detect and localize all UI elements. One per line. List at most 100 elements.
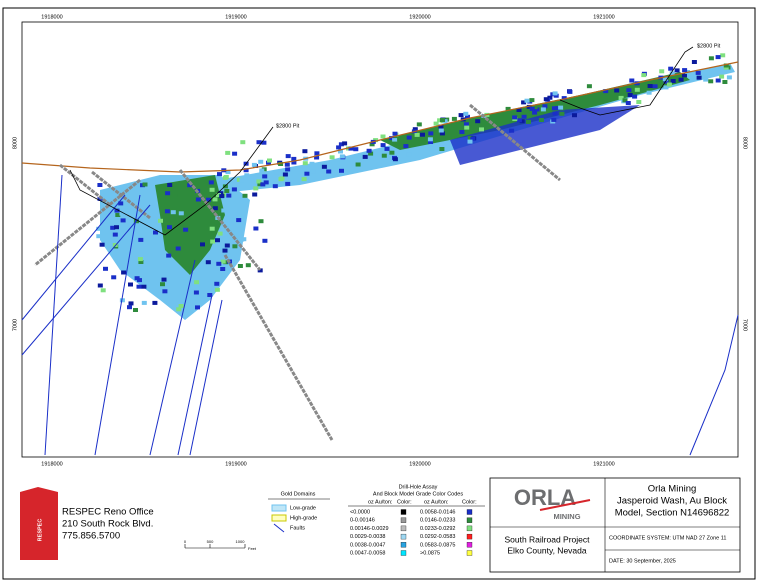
block: [240, 140, 246, 145]
block: [217, 172, 222, 177]
grade-swatch: [400, 517, 407, 523]
block: [406, 152, 412, 157]
block: [703, 77, 709, 82]
block: [222, 184, 228, 189]
block: [176, 307, 182, 312]
scale-unit: Feet: [248, 546, 257, 551]
grade-title: Drill-Hole Assay: [399, 484, 438, 490]
block: [428, 131, 434, 136]
block: [678, 77, 684, 82]
block: [219, 194, 225, 199]
block: [195, 305, 200, 310]
block: [310, 169, 316, 174]
block: [603, 89, 609, 94]
y-label: 7000: [12, 319, 18, 331]
block: [321, 164, 327, 169]
block: [232, 244, 238, 249]
orla-logo: MINING: [553, 512, 580, 521]
block: [470, 136, 476, 141]
block: [243, 168, 249, 173]
block: [128, 282, 133, 287]
block: [554, 106, 560, 111]
block: [532, 105, 538, 110]
block: [542, 104, 548, 109]
block: [262, 238, 268, 243]
block: [384, 146, 390, 151]
grade-range: 0.0038-0.0047: [350, 542, 385, 548]
respec-logo-text: RESPEC: [37, 519, 43, 542]
grade-range: 0.0583-0.0875: [420, 542, 455, 548]
block: [429, 146, 435, 151]
block: [439, 147, 445, 151]
block: [137, 278, 142, 283]
block: [334, 170, 340, 175]
office-line: 775.856.5700: [62, 531, 120, 542]
block: [258, 159, 264, 164]
block: [110, 225, 116, 230]
block: [251, 162, 257, 167]
block: [212, 197, 218, 202]
x-label: 1919000: [225, 14, 246, 20]
scale-label: 0: [184, 539, 187, 544]
block: [256, 179, 262, 184]
block: [253, 226, 259, 231]
block: [524, 98, 530, 103]
block: [200, 242, 205, 247]
block: [121, 270, 127, 275]
block: [622, 98, 628, 103]
block: [190, 285, 195, 290]
block: [558, 105, 564, 110]
grade-range: >0.0875: [420, 550, 440, 556]
block: [222, 248, 228, 253]
block: [629, 78, 635, 83]
block: [342, 141, 348, 146]
coordinates: COORDINATE SYSTEM: UTM NAD 27 Zone 11: [609, 535, 726, 541]
x-label: 1918000: [41, 461, 62, 467]
block: [726, 75, 732, 80]
block: [262, 174, 268, 179]
block: [708, 56, 714, 61]
block: [282, 172, 288, 177]
grade-range: 0.0233-0.0292: [420, 526, 455, 532]
pit-label: $2800 Pit: [697, 43, 721, 49]
block: [160, 282, 165, 287]
block: [627, 93, 633, 97]
x-label: 1920000: [409, 14, 430, 20]
block: [559, 111, 565, 116]
block: [715, 55, 721, 60]
block: [274, 170, 280, 175]
block: [291, 156, 297, 161]
block: [459, 130, 465, 134]
block: [178, 304, 184, 308]
block: [646, 90, 652, 95]
block: [128, 301, 134, 306]
block: [403, 144, 409, 149]
block: [458, 113, 464, 118]
legend-item: Low-grade: [290, 505, 316, 511]
block: [259, 168, 265, 173]
block: [380, 143, 386, 148]
block: [695, 70, 701, 75]
block: [208, 180, 214, 185]
block: [209, 226, 215, 231]
block: [96, 234, 102, 239]
block: [414, 132, 420, 137]
block: [652, 84, 658, 89]
block: [427, 137, 433, 142]
block: [97, 183, 103, 187]
block: [433, 121, 439, 126]
office-line: 210 South Rock Blvd.: [62, 519, 153, 530]
pit-label: $2800 Pit: [276, 123, 300, 129]
block: [668, 66, 674, 71]
block: [614, 88, 620, 93]
block: [301, 177, 307, 182]
block: [170, 210, 176, 215]
block: [516, 108, 522, 112]
block: [244, 173, 250, 178]
grade-range: 0.0047-0.0058: [350, 550, 385, 556]
block: [572, 113, 577, 118]
block: [553, 93, 559, 98]
block: [285, 154, 291, 159]
block: [112, 232, 118, 237]
block: [187, 308, 193, 313]
